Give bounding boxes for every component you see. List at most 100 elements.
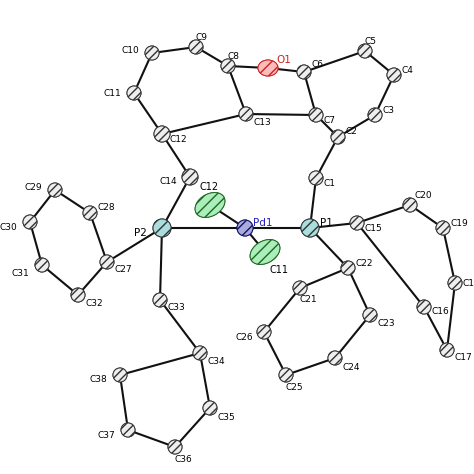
Text: C22: C22 <box>356 258 374 267</box>
Text: C30: C30 <box>0 222 18 231</box>
Ellipse shape <box>279 368 293 382</box>
Ellipse shape <box>309 108 323 122</box>
Text: C13: C13 <box>254 118 272 127</box>
Ellipse shape <box>193 346 207 360</box>
Text: C20: C20 <box>415 191 433 200</box>
Ellipse shape <box>100 255 114 269</box>
Ellipse shape <box>153 219 171 237</box>
Ellipse shape <box>237 220 253 236</box>
Ellipse shape <box>121 423 135 437</box>
Text: C1: C1 <box>324 179 336 188</box>
Ellipse shape <box>341 261 355 275</box>
Ellipse shape <box>71 288 85 302</box>
Ellipse shape <box>145 46 159 60</box>
Text: C28: C28 <box>98 203 116 212</box>
Ellipse shape <box>448 276 462 290</box>
Ellipse shape <box>83 206 97 220</box>
Text: C12: C12 <box>200 182 219 192</box>
Ellipse shape <box>293 281 307 295</box>
Ellipse shape <box>363 308 377 322</box>
Ellipse shape <box>100 255 114 269</box>
Ellipse shape <box>203 401 217 415</box>
Ellipse shape <box>309 171 323 185</box>
Text: C21: C21 <box>300 295 318 304</box>
Text: C38: C38 <box>90 375 108 384</box>
Ellipse shape <box>239 107 253 121</box>
Ellipse shape <box>113 368 127 382</box>
Ellipse shape <box>297 65 311 79</box>
Text: C8: C8 <box>228 52 240 61</box>
Ellipse shape <box>239 107 253 121</box>
Ellipse shape <box>258 60 278 76</box>
Ellipse shape <box>279 368 293 382</box>
Ellipse shape <box>403 198 417 212</box>
Ellipse shape <box>363 308 377 322</box>
Ellipse shape <box>341 261 355 275</box>
Ellipse shape <box>153 293 167 307</box>
Ellipse shape <box>297 65 311 79</box>
Ellipse shape <box>257 325 271 339</box>
Text: C3: C3 <box>383 106 395 115</box>
Ellipse shape <box>250 239 280 264</box>
Text: C27: C27 <box>115 265 133 274</box>
Ellipse shape <box>48 183 62 197</box>
Text: C24: C24 <box>343 364 361 373</box>
Ellipse shape <box>350 216 364 230</box>
Ellipse shape <box>436 221 450 235</box>
Text: C11: C11 <box>270 265 289 275</box>
Text: P2: P2 <box>134 228 147 238</box>
Ellipse shape <box>221 59 235 73</box>
Ellipse shape <box>403 198 417 212</box>
Ellipse shape <box>417 300 431 314</box>
Ellipse shape <box>71 288 85 302</box>
Text: C2: C2 <box>346 128 358 137</box>
Ellipse shape <box>368 108 382 122</box>
Text: C4: C4 <box>402 65 414 74</box>
Ellipse shape <box>309 171 323 185</box>
Ellipse shape <box>331 130 345 144</box>
Ellipse shape <box>436 221 450 235</box>
Text: C34: C34 <box>208 356 226 365</box>
Text: C26: C26 <box>236 332 254 341</box>
Text: C31: C31 <box>12 268 30 277</box>
Ellipse shape <box>350 216 364 230</box>
Ellipse shape <box>358 44 372 58</box>
Ellipse shape <box>387 68 401 82</box>
Text: O1: O1 <box>276 55 291 65</box>
Text: C6: C6 <box>312 60 324 69</box>
Ellipse shape <box>448 276 462 290</box>
Ellipse shape <box>127 86 141 100</box>
Text: C16: C16 <box>432 308 450 317</box>
Ellipse shape <box>328 351 342 365</box>
Text: C7: C7 <box>324 116 336 125</box>
Text: C35: C35 <box>218 413 236 422</box>
Text: C17: C17 <box>455 354 473 363</box>
Ellipse shape <box>331 130 345 144</box>
Ellipse shape <box>440 343 454 357</box>
Ellipse shape <box>168 440 182 454</box>
Text: C32: C32 <box>86 299 104 308</box>
Ellipse shape <box>35 258 49 272</box>
Text: C18: C18 <box>463 279 474 288</box>
Ellipse shape <box>168 440 182 454</box>
Ellipse shape <box>154 126 170 142</box>
Ellipse shape <box>153 293 167 307</box>
Ellipse shape <box>368 108 382 122</box>
Ellipse shape <box>250 239 280 264</box>
Ellipse shape <box>417 300 431 314</box>
Ellipse shape <box>309 108 323 122</box>
Ellipse shape <box>113 368 127 382</box>
Text: C11: C11 <box>104 89 122 98</box>
Ellipse shape <box>257 325 271 339</box>
Ellipse shape <box>182 169 198 185</box>
Ellipse shape <box>387 68 401 82</box>
Text: C15: C15 <box>365 224 383 233</box>
Ellipse shape <box>301 219 319 237</box>
Ellipse shape <box>23 215 37 229</box>
Text: C29: C29 <box>25 182 43 191</box>
Ellipse shape <box>293 281 307 295</box>
Text: C36: C36 <box>175 455 193 464</box>
Ellipse shape <box>182 169 198 185</box>
Text: C9: C9 <box>196 33 208 42</box>
Ellipse shape <box>189 40 203 54</box>
